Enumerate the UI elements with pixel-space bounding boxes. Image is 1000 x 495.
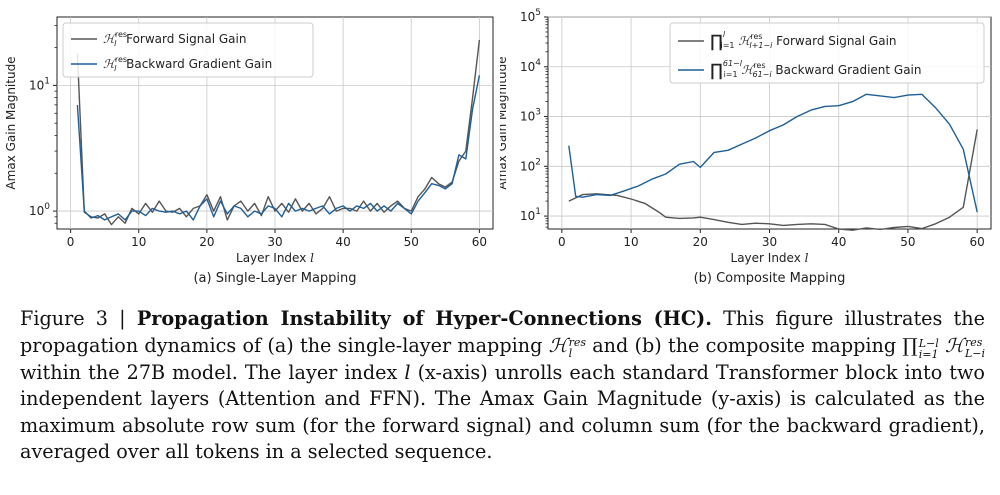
caption-text-1: This figure illustrates the propagation … [20,307,985,357]
y-tick-label: 105 [520,8,541,24]
caption-text-2: and (b) the composite mapping [585,333,903,357]
x-tick-label: 20 [199,235,214,249]
y-tick-label: 103 [520,108,541,124]
figure-caption: Figure 3 | Propagation Instability of Hy… [20,306,985,466]
x-tick-label: 50 [404,235,419,249]
legend-box [62,22,314,78]
chart-panel-a: 0 10 20 30 40 50 60 100 101 Layer Index l Amax Gai… [0,0,500,300]
chart-panel-b: 0 10 20 30 40 50 60 101 102 103 104 105 Layer Index … [500,0,1000,300]
x-axis-label: Layer Index l [236,251,314,265]
y-tick-label: 102 [520,157,541,173]
x-tick-label: 60 [970,235,985,249]
legend-box [669,22,985,84]
series-line-forward [568,129,978,231]
x-tick-label: 10 [623,235,638,249]
series-line-backward [568,93,978,213]
x-tick-label: 30 [267,235,282,249]
x-tick-label: 40 [831,235,846,249]
chart-subtitle: (b) Composite Mapping [694,271,846,286]
y-axis-label: Amax Gain Magnitude [500,56,509,189]
x-tick-label: 10 [131,235,146,249]
y-tick-label: 104 [520,58,541,74]
y-axis-label: Amax Gain Magnitude [4,56,18,189]
series-line-forward [76,39,481,226]
x-tick-label: 60 [472,235,487,249]
series-line-backward [76,75,481,221]
chart-b-svg: 0 10 20 30 40 50 60 101 102 103 104 105 Layer Index … [500,8,992,286]
chart-a-svg: 0 10 20 30 40 50 60 100 101 Layer Index l Amax Gai… [4,16,494,286]
math-l: l [404,360,411,384]
legend-label-forward: ℋres l Forward Signal Gain [103,30,246,48]
x-tick-label: 20 [693,235,708,249]
x-axis-label: Layer Index l [731,251,809,265]
x-tick-label: 0 [558,235,566,249]
x-tick-label: 40 [335,235,350,249]
x-tick-label: 30 [762,235,777,249]
caption-text-3: within the 27B model. The layer index [20,360,405,384]
y-tick-label: 101 [29,76,50,92]
chart-subtitle: (a) Single-Layer Mapping [193,271,356,286]
legend-label-backward: ∏61−l i=1 ℋres 61−i Backward Gradient Gain [710,59,922,81]
legend-label-backward: ℋres l Backward Gradient Gain [103,55,272,73]
x-tick-label: 50 [900,235,915,249]
y-tick-label: 101 [520,207,541,223]
legend-label-forward: ∏l i=1 ℋres l+1−i Forward Signal Gain [710,30,897,52]
x-tick-label: 0 [67,235,75,249]
caption-title: Propagation Instability of Hyper-Connect… [136,307,712,330]
caption-text-4: (x-axis) unrolls each standard Transform… [20,360,985,464]
caption-prefix: Figure 3 | [20,307,137,330]
y-tick-label: 100 [29,202,50,218]
